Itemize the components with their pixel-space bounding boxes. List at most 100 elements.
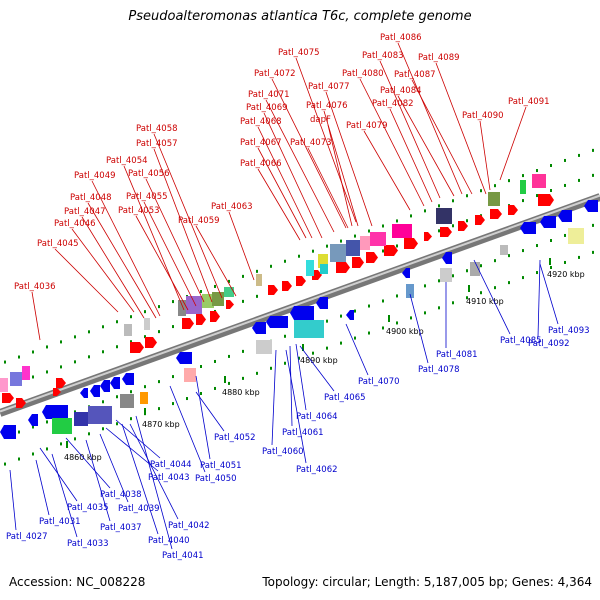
- track-dot: [452, 274, 454, 278]
- track-dot: [354, 336, 356, 340]
- track-dot: [382, 249, 384, 253]
- forward-gene-arrow: [145, 337, 157, 348]
- forward-gene-label: Patl_4053: [118, 206, 160, 216]
- reverse-gene-label: Patl_4065: [324, 393, 366, 403]
- reverse-label-leader: [35, 459, 50, 516]
- track-dot: [46, 370, 48, 374]
- forward-gene-block: [22, 366, 30, 380]
- forward-label-leader: [271, 78, 347, 229]
- track-dot: [18, 355, 20, 359]
- track-dot: [102, 427, 104, 431]
- reverse-gene-arrow: [122, 373, 134, 385]
- forward-gene-block: [306, 260, 314, 276]
- track-dot: [200, 392, 202, 395]
- track-dot: [326, 244, 328, 248]
- forward-label-leader: [397, 95, 455, 197]
- reverse-label-leader: [473, 259, 511, 335]
- forward-gene-block: [320, 264, 328, 274]
- forward-gene-arrow: [226, 300, 234, 309]
- track-dot: [130, 340, 132, 344]
- forward-label-leader: [499, 106, 527, 181]
- forward-label-leader: [153, 148, 213, 303]
- forward-gene-label: Patl_4071: [248, 90, 290, 100]
- track-dot: [550, 239, 552, 242]
- reverse-gene-arrow: [402, 268, 410, 278]
- track-dot: [382, 326, 384, 330]
- track-dot: [536, 271, 538, 275]
- track-dot: [592, 173, 594, 177]
- track-dot: [592, 250, 594, 254]
- forward-gene-arrow: [196, 314, 206, 325]
- reverse-gene-label: Patl_4042: [168, 521, 210, 531]
- reverse-gene-block: [294, 320, 324, 338]
- forward-label-leader: [307, 147, 349, 229]
- track-dot: [284, 334, 286, 338]
- reverse-gene-block: [568, 228, 584, 244]
- reverse-label-leader: [129, 423, 179, 520]
- forward-label-leader: [81, 216, 145, 319]
- forward-label-leader: [325, 91, 373, 227]
- track-dot: [382, 224, 384, 228]
- track-dot: [144, 310, 146, 314]
- reverse-gene-label: Patl_4041: [162, 551, 204, 561]
- track-dot: [410, 214, 412, 218]
- forward-gene-block: [212, 292, 224, 306]
- track-dot: [396, 244, 398, 248]
- kbp-tick-mark: [468, 285, 470, 292]
- accession-text: Accession: NC_008228: [9, 575, 146, 589]
- reverse-label-leader: [9, 469, 17, 531]
- track-dot: [158, 330, 160, 334]
- reverse-gene-label: Patl_4085: [500, 336, 542, 346]
- track-dot: [494, 259, 496, 263]
- forward-label-leader: [379, 60, 441, 199]
- track-dot: [4, 360, 6, 364]
- forward-gene-arrow: [538, 194, 554, 206]
- reverse-gene-block: [74, 412, 88, 426]
- reverse-label-leader: [409, 293, 429, 364]
- track-dot: [228, 279, 230, 283]
- forward-gene-label: Patl_4068: [240, 117, 282, 127]
- track-dot: [32, 350, 34, 354]
- track-dot: [522, 174, 524, 178]
- reverse-gene-label: Patl_4039: [118, 504, 160, 514]
- reverse-gene-block: [140, 392, 148, 404]
- forward-gene-arrow: [508, 205, 518, 215]
- forward-gene-arrow: [336, 262, 350, 273]
- reverse-gene-arrow: [540, 216, 556, 228]
- reverse-gene-arrow: [28, 414, 38, 426]
- track-dot: [60, 365, 62, 369]
- track-dot: [60, 442, 62, 446]
- reverse-label-leader: [99, 433, 129, 503]
- forward-gene-arrow: [475, 215, 485, 225]
- track-dot: [522, 199, 524, 203]
- forward-label-leader: [265, 99, 335, 233]
- track-dot: [200, 290, 202, 293]
- reverse-gene-label: Patl_4078: [418, 365, 460, 375]
- track-dot: [480, 189, 482, 193]
- track-dot: [564, 260, 566, 264]
- track-dot: [242, 274, 244, 278]
- track-dot: [452, 224, 454, 228]
- reverse-gene-arrow: [42, 405, 68, 419]
- reverse-gene-arrow: [584, 200, 598, 212]
- forward-label-leader: [195, 225, 237, 297]
- kbp-tick-mark: [66, 441, 68, 448]
- forward-gene-block: [532, 174, 546, 188]
- reverse-gene-arrow: [316, 297, 328, 309]
- forward-label-leader: [295, 57, 357, 223]
- track-dot: [4, 462, 6, 466]
- forward-label-leader: [145, 178, 205, 303]
- forward-gene-arrow: [404, 238, 418, 249]
- forward-gene-label: Patl_4054: [106, 156, 148, 166]
- forward-label-leader: [435, 62, 487, 195]
- reverse-gene-arrow: [442, 252, 452, 264]
- forward-gene-label: Patl_4086: [380, 33, 422, 43]
- track-dot: [536, 194, 538, 198]
- track-dot: [312, 249, 314, 253]
- forward-label-leader: [397, 42, 463, 195]
- reverse-gene-block: [440, 268, 452, 282]
- forward-gene-label: Patl_4089: [418, 53, 460, 63]
- reverse-gene-block: [406, 284, 414, 298]
- track-dot: [424, 284, 426, 288]
- forward-gene-block: [370, 232, 386, 246]
